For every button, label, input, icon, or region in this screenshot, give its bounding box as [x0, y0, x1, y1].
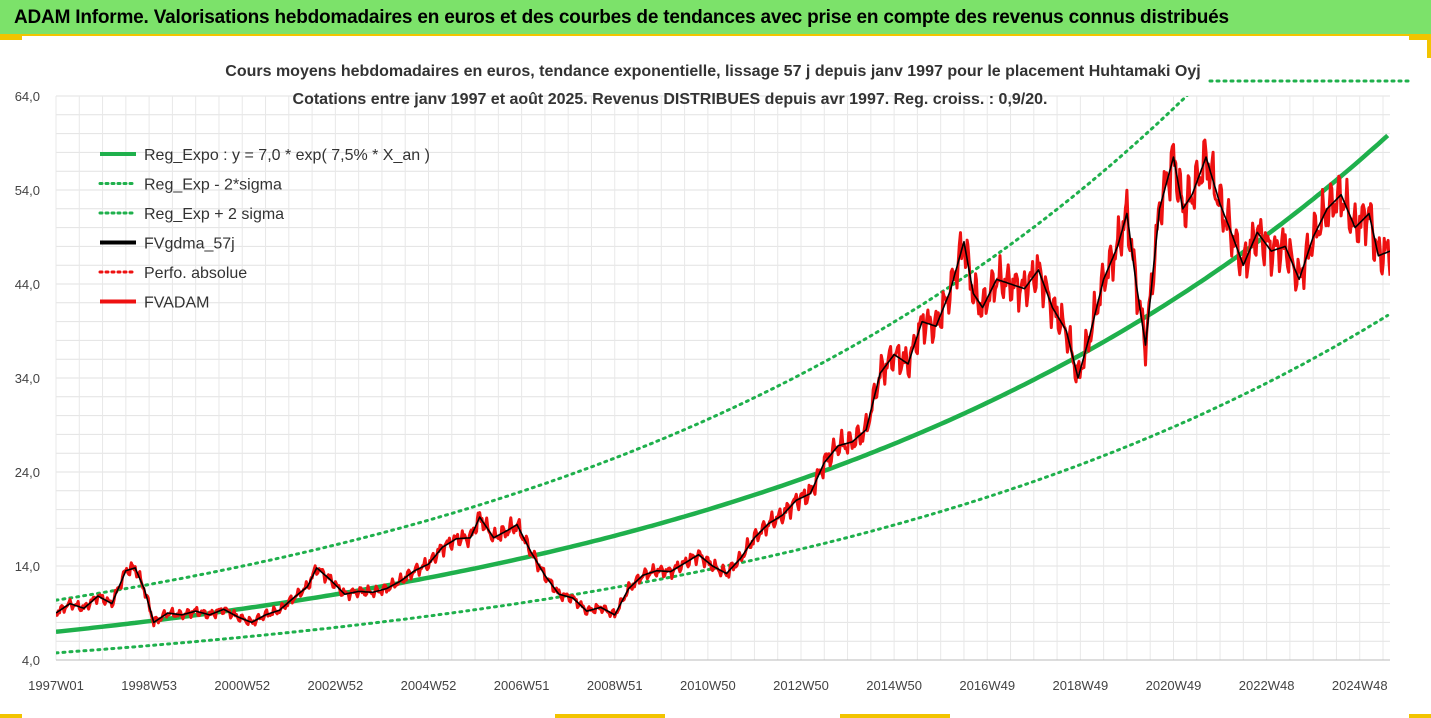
x-tick-label: 1998W53: [121, 678, 177, 693]
x-tick-label: 2002W52: [308, 678, 364, 693]
frame-corner-top-right: [1409, 36, 1431, 40]
legend-label: FVgdma_57j: [144, 236, 235, 253]
x-tick-label: 2000W52: [214, 678, 270, 693]
x-tick-label: 2024W48: [1332, 678, 1388, 693]
plot-lines: [56, 96, 1390, 655]
x-tick-label: 2022W48: [1239, 678, 1295, 693]
legend-label: Perfo. absolue: [144, 265, 247, 282]
series-line-regression: [56, 133, 1390, 635]
y-tick-label: 44,0: [15, 277, 40, 292]
x-tick-label: 2004W52: [401, 678, 457, 693]
x-tick-label: 2018W49: [1053, 678, 1109, 693]
x-tick-label: 2008W51: [587, 678, 643, 693]
series-line-upper-band: [56, 96, 1189, 602]
frame-corner-bottom-mid-1: [555, 714, 665, 718]
y-tick-label: 24,0: [15, 465, 40, 480]
frame-corner-top-left: [0, 36, 22, 40]
legend-label: Reg_Exp + 2 sigma: [144, 206, 284, 223]
frame-corner-right: [1427, 36, 1431, 58]
chart-title: Cours moyens hebdomadaires en euros, ten…: [225, 63, 1200, 80]
chart: Cours moyens hebdomadaires en euros, ten…: [15, 63, 1412, 693]
x-axis: 1997W01 1998W53 2000W52 2002W52 2004W52 2006W…: [28, 678, 1387, 693]
frame-corner-bottom-left: [0, 714, 22, 718]
y-axis: 4,0 14,0 24,0 34,0 44,0 54,0 64,0: [15, 89, 40, 668]
chart-subtitle: Cotations entre janv 1997 et août 2025. …: [293, 91, 1048, 108]
y-tick-label: 34,0: [15, 371, 40, 386]
legend-label: FVADAM: [144, 295, 209, 312]
y-tick-label: 54,0: [15, 183, 40, 198]
x-tick-label: 2010W50: [680, 678, 736, 693]
x-tick-label: 2006W51: [494, 678, 550, 693]
x-tick-label: 2014W50: [866, 678, 922, 693]
legend-label: Reg_Expo : y = 7,0 * exp( 7,5% * X_an ): [144, 147, 430, 164]
y-tick-label: 14,0: [15, 559, 40, 574]
x-tick-label: 2020W49: [1146, 678, 1202, 693]
report-banner: ADAM Informe. Valorisations hebdomadaire…: [0, 0, 1431, 36]
y-tick-label: 4,0: [22, 653, 40, 668]
series-line-fvgdma: [56, 156, 1390, 624]
frame-corner-bottom-right: [1409, 714, 1431, 718]
report-title: ADAM Informe. Valorisations hebdomadaire…: [14, 7, 1229, 28]
y-tick-label: 64,0: [15, 89, 40, 104]
x-tick-label: 2016W49: [959, 678, 1015, 693]
legend: Reg_Expo : y = 7,0 * exp( 7,5% * X_an ) R…: [98, 147, 430, 312]
x-tick-label: 2012W50: [773, 678, 829, 693]
series-line-lower-band: [56, 313, 1390, 655]
legend-label: Reg_Exp - 2*sigma: [144, 177, 282, 194]
frame-corner-bottom-mid-2: [840, 714, 950, 718]
x-tick-label: 1997W01: [28, 678, 84, 693]
